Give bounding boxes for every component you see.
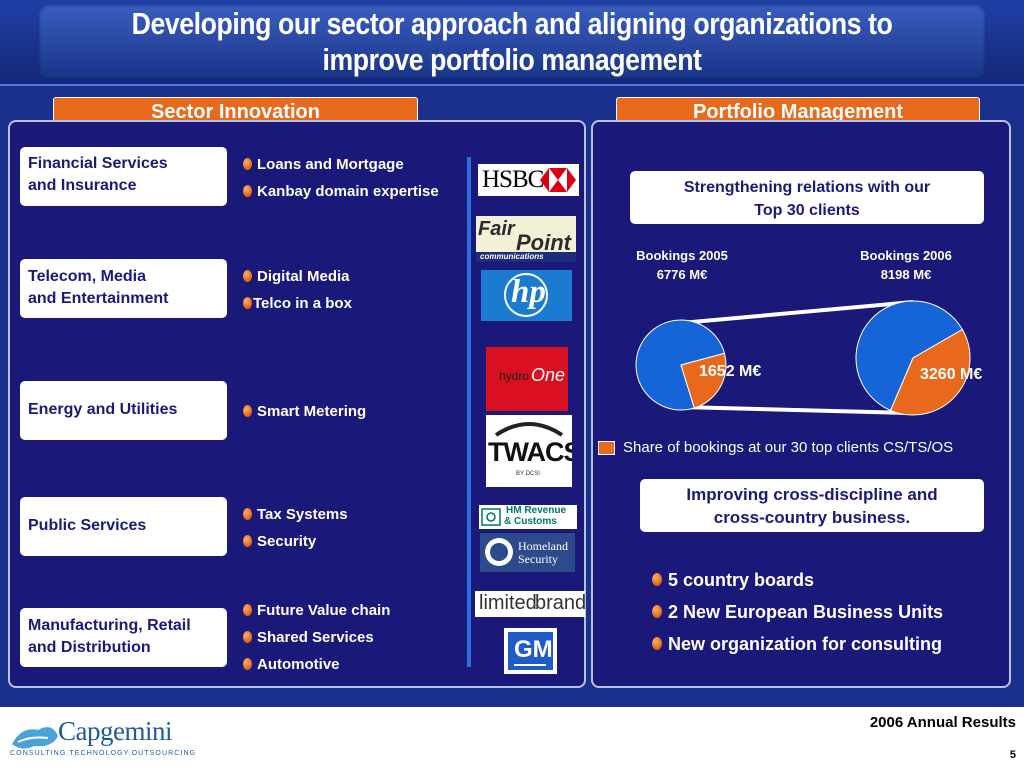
bullet-dot-icon <box>243 158 252 170</box>
connector-line-top <box>680 300 914 325</box>
sector-name: and Distribution <box>28 639 151 656</box>
bullet-dot-icon <box>243 631 252 643</box>
bullet-dot-icon <box>652 637 662 650</box>
title-box <box>38 4 986 80</box>
box-text: Top 30 clients <box>754 202 860 219</box>
pie-slice-top30 <box>889 328 971 416</box>
capgemini-wordmark: Capgemini <box>58 716 172 746</box>
bullet-dot-icon <box>652 605 662 618</box>
bullet-dot-icon <box>243 535 252 547</box>
box-text: cross-country business. <box>713 508 911 527</box>
sector-name: Telecom, Media <box>28 268 146 285</box>
bullet-item: Future Value chain <box>243 602 390 620</box>
bullet-item: Digital Media <box>243 268 350 286</box>
page-number: 5 <box>1009 749 1016 761</box>
pie-slice-rest <box>635 319 726 411</box>
portfolio-bullet: 5 country boards <box>652 569 814 591</box>
bullet-item: Kanbay domain expertise <box>243 183 439 201</box>
pie-title-2005: Bookings 2005 <box>636 248 728 263</box>
bullet-dot-icon <box>243 508 252 520</box>
cross-discipline-box: Improving cross-discipline and cross-cou… <box>640 479 984 532</box>
bullet-item: Security <box>243 533 316 551</box>
top-clients-box: Strengthening relations with our Top 30 … <box>630 171 984 224</box>
capgemini-tagline: CONSULTING.TECHNOLOGY.OUTSOURCING <box>10 750 197 757</box>
sector-name: Financial Services <box>28 155 168 172</box>
limited-brands-logo: limited brands <box>475 591 585 617</box>
bullet-item: Tax Systems <box>243 506 348 524</box>
pie-slice-top30 <box>680 352 727 409</box>
slide-title: Developing our sector approach and align… <box>131 6 893 77</box>
sector-box-telecom: Telecom, Media and Entertainment <box>20 259 227 318</box>
bullet-dot-icon <box>243 405 252 417</box>
sector-box-manufacturing: Manufacturing, Retail and Distribution <box>20 608 227 667</box>
bullet-item: Shared Services <box>243 629 374 647</box>
bullet-dot-icon <box>243 658 252 670</box>
twacs-logo: TWACS BY DCSI <box>486 415 572 487</box>
twacs-arc-icon <box>494 422 564 437</box>
bullet-dot-icon <box>243 604 252 616</box>
bullet-dot-icon <box>243 270 252 282</box>
sector-name: Public Services <box>28 517 147 534</box>
bullet-dot-icon <box>652 573 662 586</box>
homeland-security-logo: Homeland Security <box>480 533 575 572</box>
footer-report: 2006 Annual Results <box>869 714 1016 731</box>
divider-line <box>467 157 471 667</box>
sector-box-financial: Financial Services and Insurance <box>20 147 227 206</box>
legend-swatch <box>598 441 615 455</box>
sector-box-energy: Energy and Utilities <box>20 381 227 440</box>
pie-label-2006: 3260 M€ <box>920 366 983 383</box>
sector-name: Energy and Utilities <box>28 401 178 418</box>
box-text: Strengthening relations with our <box>683 179 931 196</box>
portfolio-bullet: 2 New European Business Units <box>652 601 943 623</box>
box-text: Improving cross-discipline and <box>686 485 938 504</box>
seal-icon <box>485 538 513 566</box>
pie-total-2005: 6776 M€ <box>656 267 708 282</box>
hp-logo: hp <box>481 270 572 321</box>
sector-box-public: Public Services <box>20 497 227 556</box>
bullet-item: Smart Metering <box>243 403 366 421</box>
bookings-pie-chart <box>635 300 971 416</box>
bullet-dot-icon <box>243 297 252 309</box>
bullet-dot-icon <box>243 185 252 197</box>
portfolio-bullet: New organization for consulting <box>652 633 942 655</box>
pie-total-2006: 8198 M€ <box>880 267 932 282</box>
hydro-one-logo: hydro One <box>486 347 568 411</box>
crown-icon <box>481 508 501 526</box>
capgemini-logo <box>12 727 58 749</box>
hsbc-logo: HSBC <box>478 164 579 196</box>
pie-slice-rest <box>855 300 964 412</box>
bullet-item: Loans and Mortgage <box>243 156 404 174</box>
pie-label-2005: 1652 M€ <box>699 363 762 380</box>
fairpoint-logo: Fair Point communications <box>476 216 576 262</box>
hsbc-hexagon-icon <box>540 168 576 192</box>
pie-title-2006: Bookings 2006 <box>860 248 952 263</box>
hmrc-logo: HM Revenue & Customs <box>479 505 577 529</box>
legend-text: Share of bookings at our 30 top clients … <box>623 439 954 456</box>
bullet-item: Automotive <box>243 656 340 674</box>
sector-name: and Insurance <box>28 177 137 194</box>
bullet-item: Telco in a box <box>243 295 352 313</box>
sector-name: Manufacturing, Retail <box>28 617 191 634</box>
connector-line-bottom <box>680 405 910 415</box>
gm-logo: GM <box>504 628 557 674</box>
sector-name: and Entertainment <box>28 290 169 307</box>
